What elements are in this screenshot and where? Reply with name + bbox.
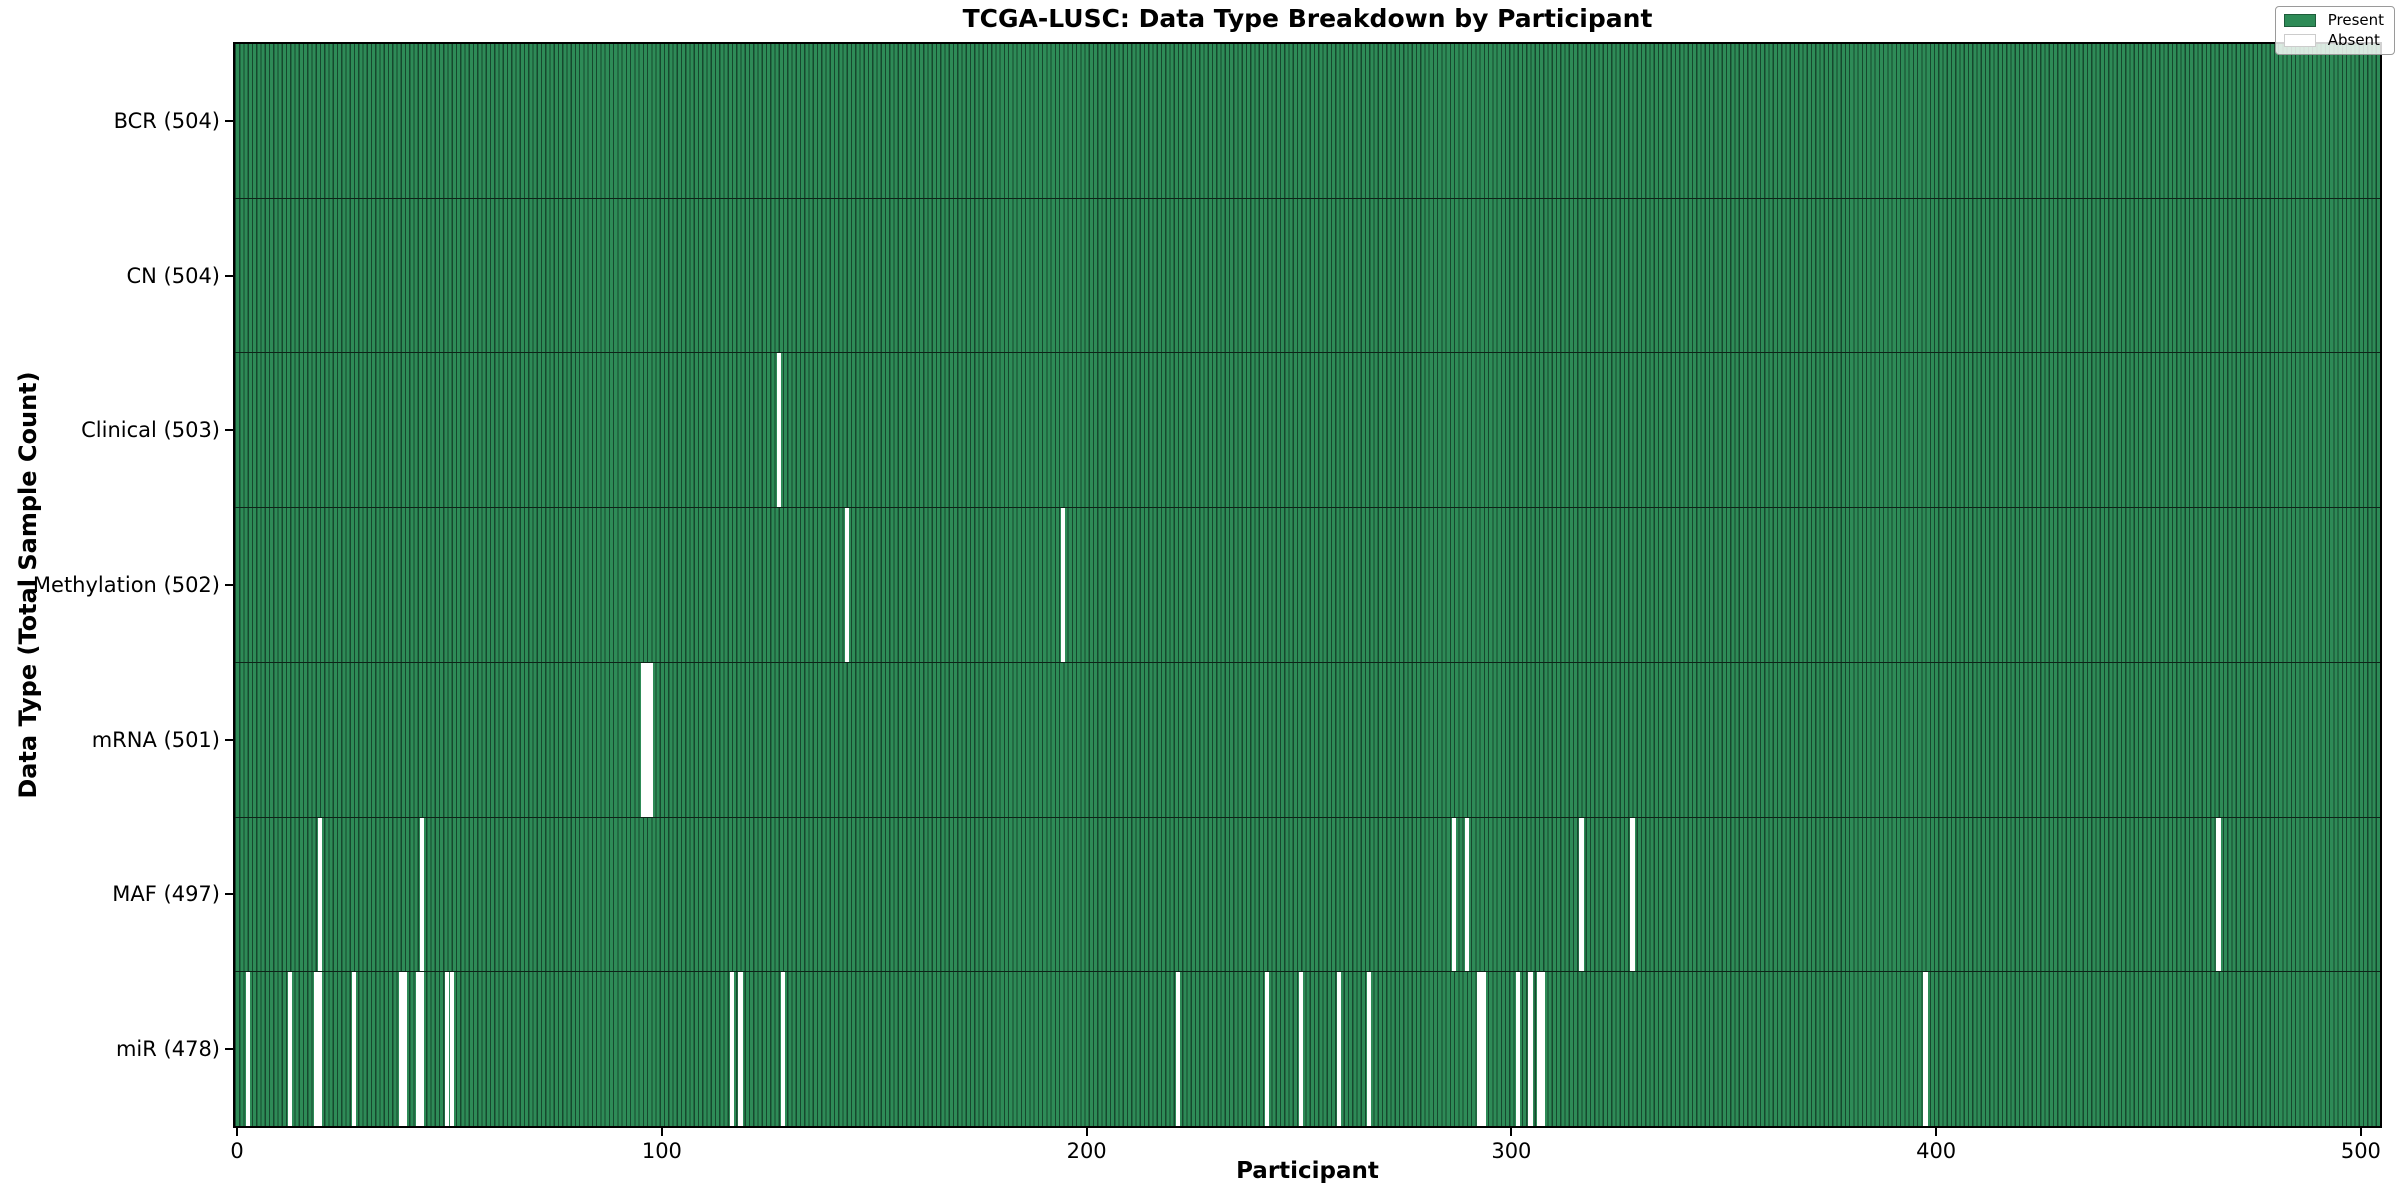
absent-stripe bbox=[1579, 817, 1584, 972]
x-tick-mark bbox=[1510, 1128, 1513, 1136]
x-tick-label: 100 bbox=[641, 1139, 682, 1163]
absent-stripe bbox=[2216, 817, 2221, 972]
x-tick-label: 500 bbox=[2340, 1139, 2381, 1163]
y-tick-label-bcr: BCR (504) bbox=[113, 109, 220, 134]
absent-stripe bbox=[351, 972, 357, 1127]
y-tick-label-clinical: Clinical (503) bbox=[81, 418, 220, 443]
absent-stripe bbox=[649, 662, 654, 817]
absent-stripe bbox=[288, 972, 293, 1127]
x-tick-label: 0 bbox=[230, 1139, 244, 1163]
x-tick-mark bbox=[1085, 1128, 1088, 1136]
absent-stripe bbox=[1481, 972, 1486, 1127]
y-tick-label-cn: CN (504) bbox=[126, 263, 220, 288]
absent-stripe bbox=[1477, 972, 1482, 1127]
x-tick-label: 200 bbox=[1066, 1139, 1107, 1163]
chart-title: TCGA-LUSC: Data Type Breakdown by Partic… bbox=[962, 4, 1653, 33]
absent-stripe bbox=[1366, 972, 1372, 1127]
x-axis-label: Participant bbox=[1236, 1158, 1379, 1184]
y-tick-label-mir: miR (478) bbox=[115, 1036, 220, 1061]
absent-stripe bbox=[738, 972, 743, 1127]
absent-stripe bbox=[1528, 972, 1533, 1127]
plot-area bbox=[233, 42, 2382, 1128]
y-tick-label-mrna: mRNA (501) bbox=[91, 727, 220, 752]
row-methylation bbox=[235, 507, 2380, 662]
absent-stripe bbox=[844, 508, 849, 662]
x-tick-label: 300 bbox=[1491, 1139, 1532, 1163]
absent-stripe bbox=[1515, 972, 1520, 1127]
y-tick-label-maf: MAF (497) bbox=[112, 882, 220, 907]
absent-stripe bbox=[1923, 972, 1928, 1127]
y-tick-mark bbox=[225, 120, 233, 123]
absent-stripe bbox=[317, 972, 323, 1127]
x-tick-label: 400 bbox=[1916, 1139, 1957, 1163]
absent-stripe bbox=[415, 972, 420, 1127]
absent-stripe bbox=[640, 662, 645, 817]
absent-stripe bbox=[449, 972, 454, 1127]
row-mrna bbox=[235, 661, 2380, 817]
legend-label: Present bbox=[2327, 11, 2384, 29]
absent-stripe bbox=[419, 972, 424, 1127]
absent-stripe bbox=[1299, 972, 1304, 1127]
legend-item-absent: Absent bbox=[2283, 31, 2384, 49]
x-tick-mark bbox=[2359, 1128, 2362, 1136]
row-cn bbox=[235, 197, 2380, 353]
absent-stripe bbox=[1630, 817, 1635, 972]
absent-stripe bbox=[780, 972, 786, 1127]
absent-stripe bbox=[1061, 508, 1066, 662]
legend-item-present: Present bbox=[2283, 11, 2384, 29]
absent-stripe bbox=[776, 353, 781, 508]
row-bcr bbox=[235, 44, 2380, 198]
x-tick-mark bbox=[236, 1128, 239, 1136]
absent-stripe bbox=[1464, 817, 1469, 972]
absent-stripe bbox=[245, 972, 250, 1127]
absent-stripe bbox=[317, 817, 323, 972]
absent-stripe bbox=[729, 972, 735, 1127]
y-tick-mark bbox=[225, 1047, 233, 1050]
y-tick-mark bbox=[225, 738, 233, 741]
absent-stripe bbox=[445, 972, 450, 1127]
x-tick-mark bbox=[1935, 1128, 1938, 1136]
y-tick-mark bbox=[225, 274, 233, 277]
row-maf bbox=[235, 816, 2380, 972]
absent-stripe bbox=[1265, 972, 1270, 1127]
absent-stripe bbox=[419, 817, 424, 972]
absent-stripe bbox=[1451, 817, 1457, 972]
legend-swatch-present bbox=[2283, 14, 2316, 27]
absent-stripe bbox=[1337, 972, 1342, 1127]
absent-stripe bbox=[1541, 972, 1546, 1127]
absent-stripe bbox=[644, 662, 650, 817]
x-tick-mark bbox=[660, 1128, 663, 1136]
absent-stripe bbox=[313, 972, 318, 1127]
legend-swatch-absent bbox=[2283, 34, 2316, 47]
legend-label: Absent bbox=[2327, 31, 2380, 49]
y-tick-mark bbox=[225, 429, 233, 432]
absent-stripe bbox=[398, 972, 403, 1127]
row-mir bbox=[235, 971, 2380, 1127]
y-tick-mark bbox=[225, 584, 233, 586]
row-clinical bbox=[235, 352, 2380, 508]
absent-stripe bbox=[1175, 972, 1181, 1127]
absent-stripe bbox=[402, 972, 407, 1127]
absent-stripe bbox=[1536, 972, 1542, 1127]
y-tick-label-methylation: Methylation (502) bbox=[32, 573, 220, 597]
legend: Present Absent bbox=[2274, 6, 2395, 55]
y-tick-mark bbox=[225, 893, 233, 896]
